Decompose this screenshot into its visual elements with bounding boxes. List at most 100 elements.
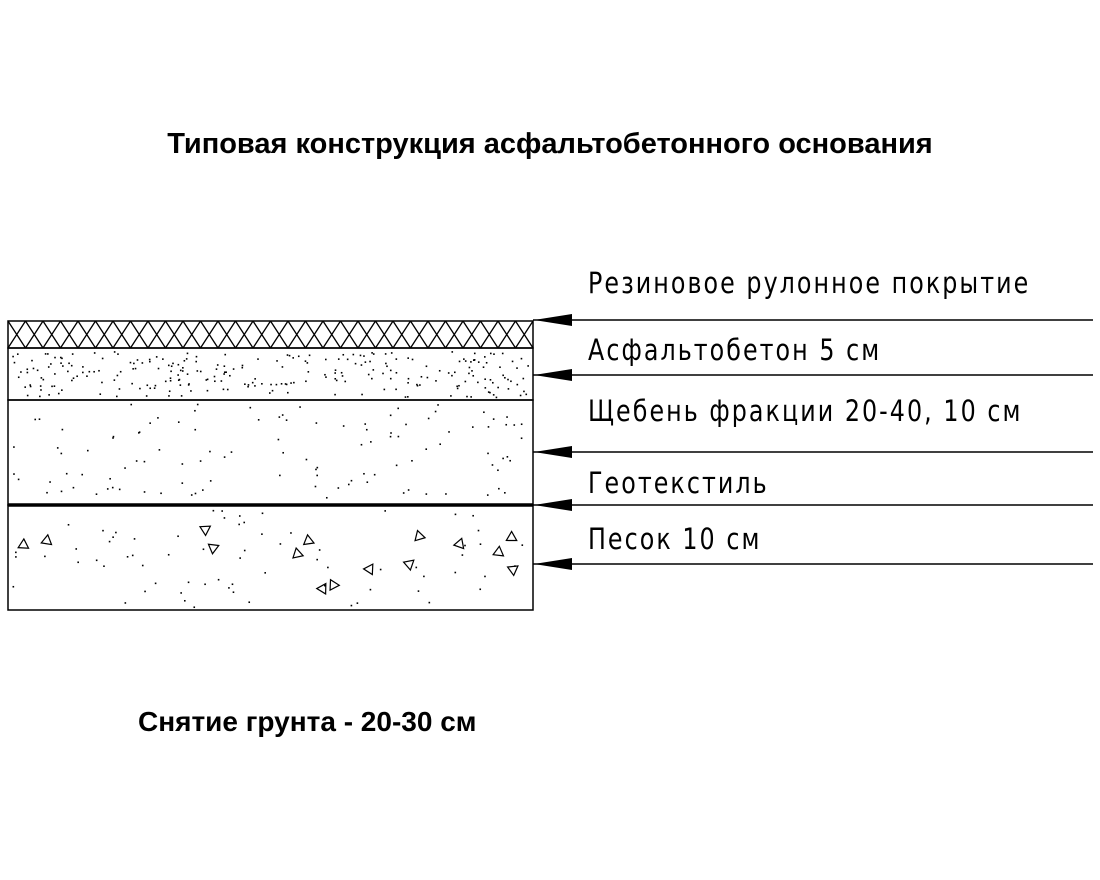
arrowhead-icon: [534, 446, 572, 458]
stipple-dot: [238, 523, 240, 526]
stipple-dot: [101, 381, 103, 384]
stipple-dot: [279, 543, 282, 545]
stipple-dot: [169, 377, 172, 380]
stipple-dot: [527, 365, 529, 367]
stipple-dot: [113, 351, 116, 353]
stipple-dot: [158, 449, 161, 451]
stipple-dot: [479, 588, 482, 591]
stipple-dot: [29, 384, 32, 386]
stipple-dot: [20, 371, 22, 373]
layer-label-asphalt: Асфальтобетон 5 см: [588, 333, 882, 367]
stipple-dot: [299, 406, 301, 408]
stipple-dot: [38, 418, 41, 421]
stipple-dot: [346, 358, 349, 361]
stipple-dot: [202, 489, 204, 491]
stipple-dot: [316, 466, 319, 469]
stipple-dot: [180, 592, 182, 594]
stipple-dot: [93, 352, 96, 354]
stipple-dot: [405, 423, 407, 426]
stipple-dot: [196, 403, 199, 406]
stipple-dot: [325, 376, 327, 378]
stipple-dot: [497, 386, 499, 389]
stipple-dot: [39, 395, 41, 398]
stipple-dot: [50, 363, 52, 365]
stipple-dot: [31, 359, 33, 362]
stipple-dot: [477, 529, 480, 532]
stipple-dot: [360, 443, 363, 446]
stipple-dot: [360, 364, 363, 366]
stipple-dot: [67, 523, 70, 526]
stipple-dot: [153, 387, 156, 389]
stipple-dot: [484, 575, 486, 578]
stipple-dot: [57, 392, 60, 395]
stipple-dot: [182, 366, 184, 369]
arrowhead-icon: [534, 499, 572, 511]
stipple-dot: [72, 377, 75, 380]
stipple-dot: [279, 474, 281, 477]
stipple-dot: [356, 602, 359, 604]
stipple-dot: [67, 370, 69, 373]
stipple-dot: [297, 355, 300, 358]
stipple-dot: [270, 383, 272, 386]
stipple-dot: [26, 368, 29, 371]
stipple-dot: [99, 393, 102, 395]
stipple-dot: [111, 486, 114, 489]
stipple-dot: [288, 354, 291, 357]
stipple-dot: [82, 366, 84, 368]
stipple-dot: [306, 362, 309, 364]
stipple-dot: [315, 422, 318, 424]
stipple-dot: [284, 383, 287, 385]
stipple-dot: [334, 369, 337, 371]
stipple-dot: [132, 368, 134, 370]
stipple-dot: [95, 493, 98, 495]
stipple-dot: [359, 354, 362, 357]
stipple-dot: [183, 599, 186, 602]
stipple-dot: [82, 371, 84, 374]
layer-label-rubber: Резиновое рулонное покрытие: [588, 266, 1031, 300]
stipple-dot: [61, 428, 64, 431]
stipple-dot: [472, 514, 474, 517]
stipple-dot: [199, 460, 202, 462]
stipple-dot: [389, 377, 392, 380]
stipple-dot: [277, 438, 280, 441]
stipple-dot: [521, 544, 524, 546]
stipple-dot: [366, 481, 369, 484]
stipple-dot: [271, 389, 274, 392]
stipple-dot: [407, 357, 409, 359]
stipple-dot: [185, 358, 188, 360]
stipple-dot: [484, 387, 487, 389]
stipple-dot: [504, 492, 506, 494]
aggregate-triangle: [17, 537, 30, 549]
stipple-dot: [40, 377, 43, 379]
stipple-dot: [143, 491, 146, 493]
stipple-dot: [487, 426, 490, 428]
stipple-dot: [492, 418, 495, 420]
stipple-dot: [34, 418, 37, 421]
stipple-dot: [407, 489, 410, 491]
stipple-dot: [216, 364, 219, 366]
stipple-dot: [519, 394, 522, 397]
stipple-dot: [425, 493, 428, 495]
stipple-dot: [202, 548, 205, 551]
stipple-dot: [231, 583, 234, 586]
stipple-dot: [404, 396, 407, 398]
stipple-dot: [463, 358, 465, 360]
stipple-dot: [371, 377, 373, 380]
stipple-dot: [505, 423, 508, 426]
stipple-dot: [427, 417, 430, 420]
aggregate-triangle: [452, 537, 465, 550]
stipple-dot: [293, 381, 295, 384]
stipple-dot: [86, 449, 89, 452]
stipple-dot: [56, 447, 59, 449]
stipple-dot: [44, 555, 46, 558]
stipple-dot: [477, 381, 479, 384]
stipple-dot: [416, 383, 418, 386]
stipple-dot: [172, 362, 174, 365]
stipple-dot: [247, 385, 249, 388]
stipple-dot: [130, 403, 133, 406]
stipple-dot: [241, 364, 244, 367]
stipple-dot: [70, 364, 73, 367]
stipple-dot: [149, 387, 152, 390]
stipple-dot: [340, 371, 343, 374]
stipple-dot: [371, 352, 373, 354]
